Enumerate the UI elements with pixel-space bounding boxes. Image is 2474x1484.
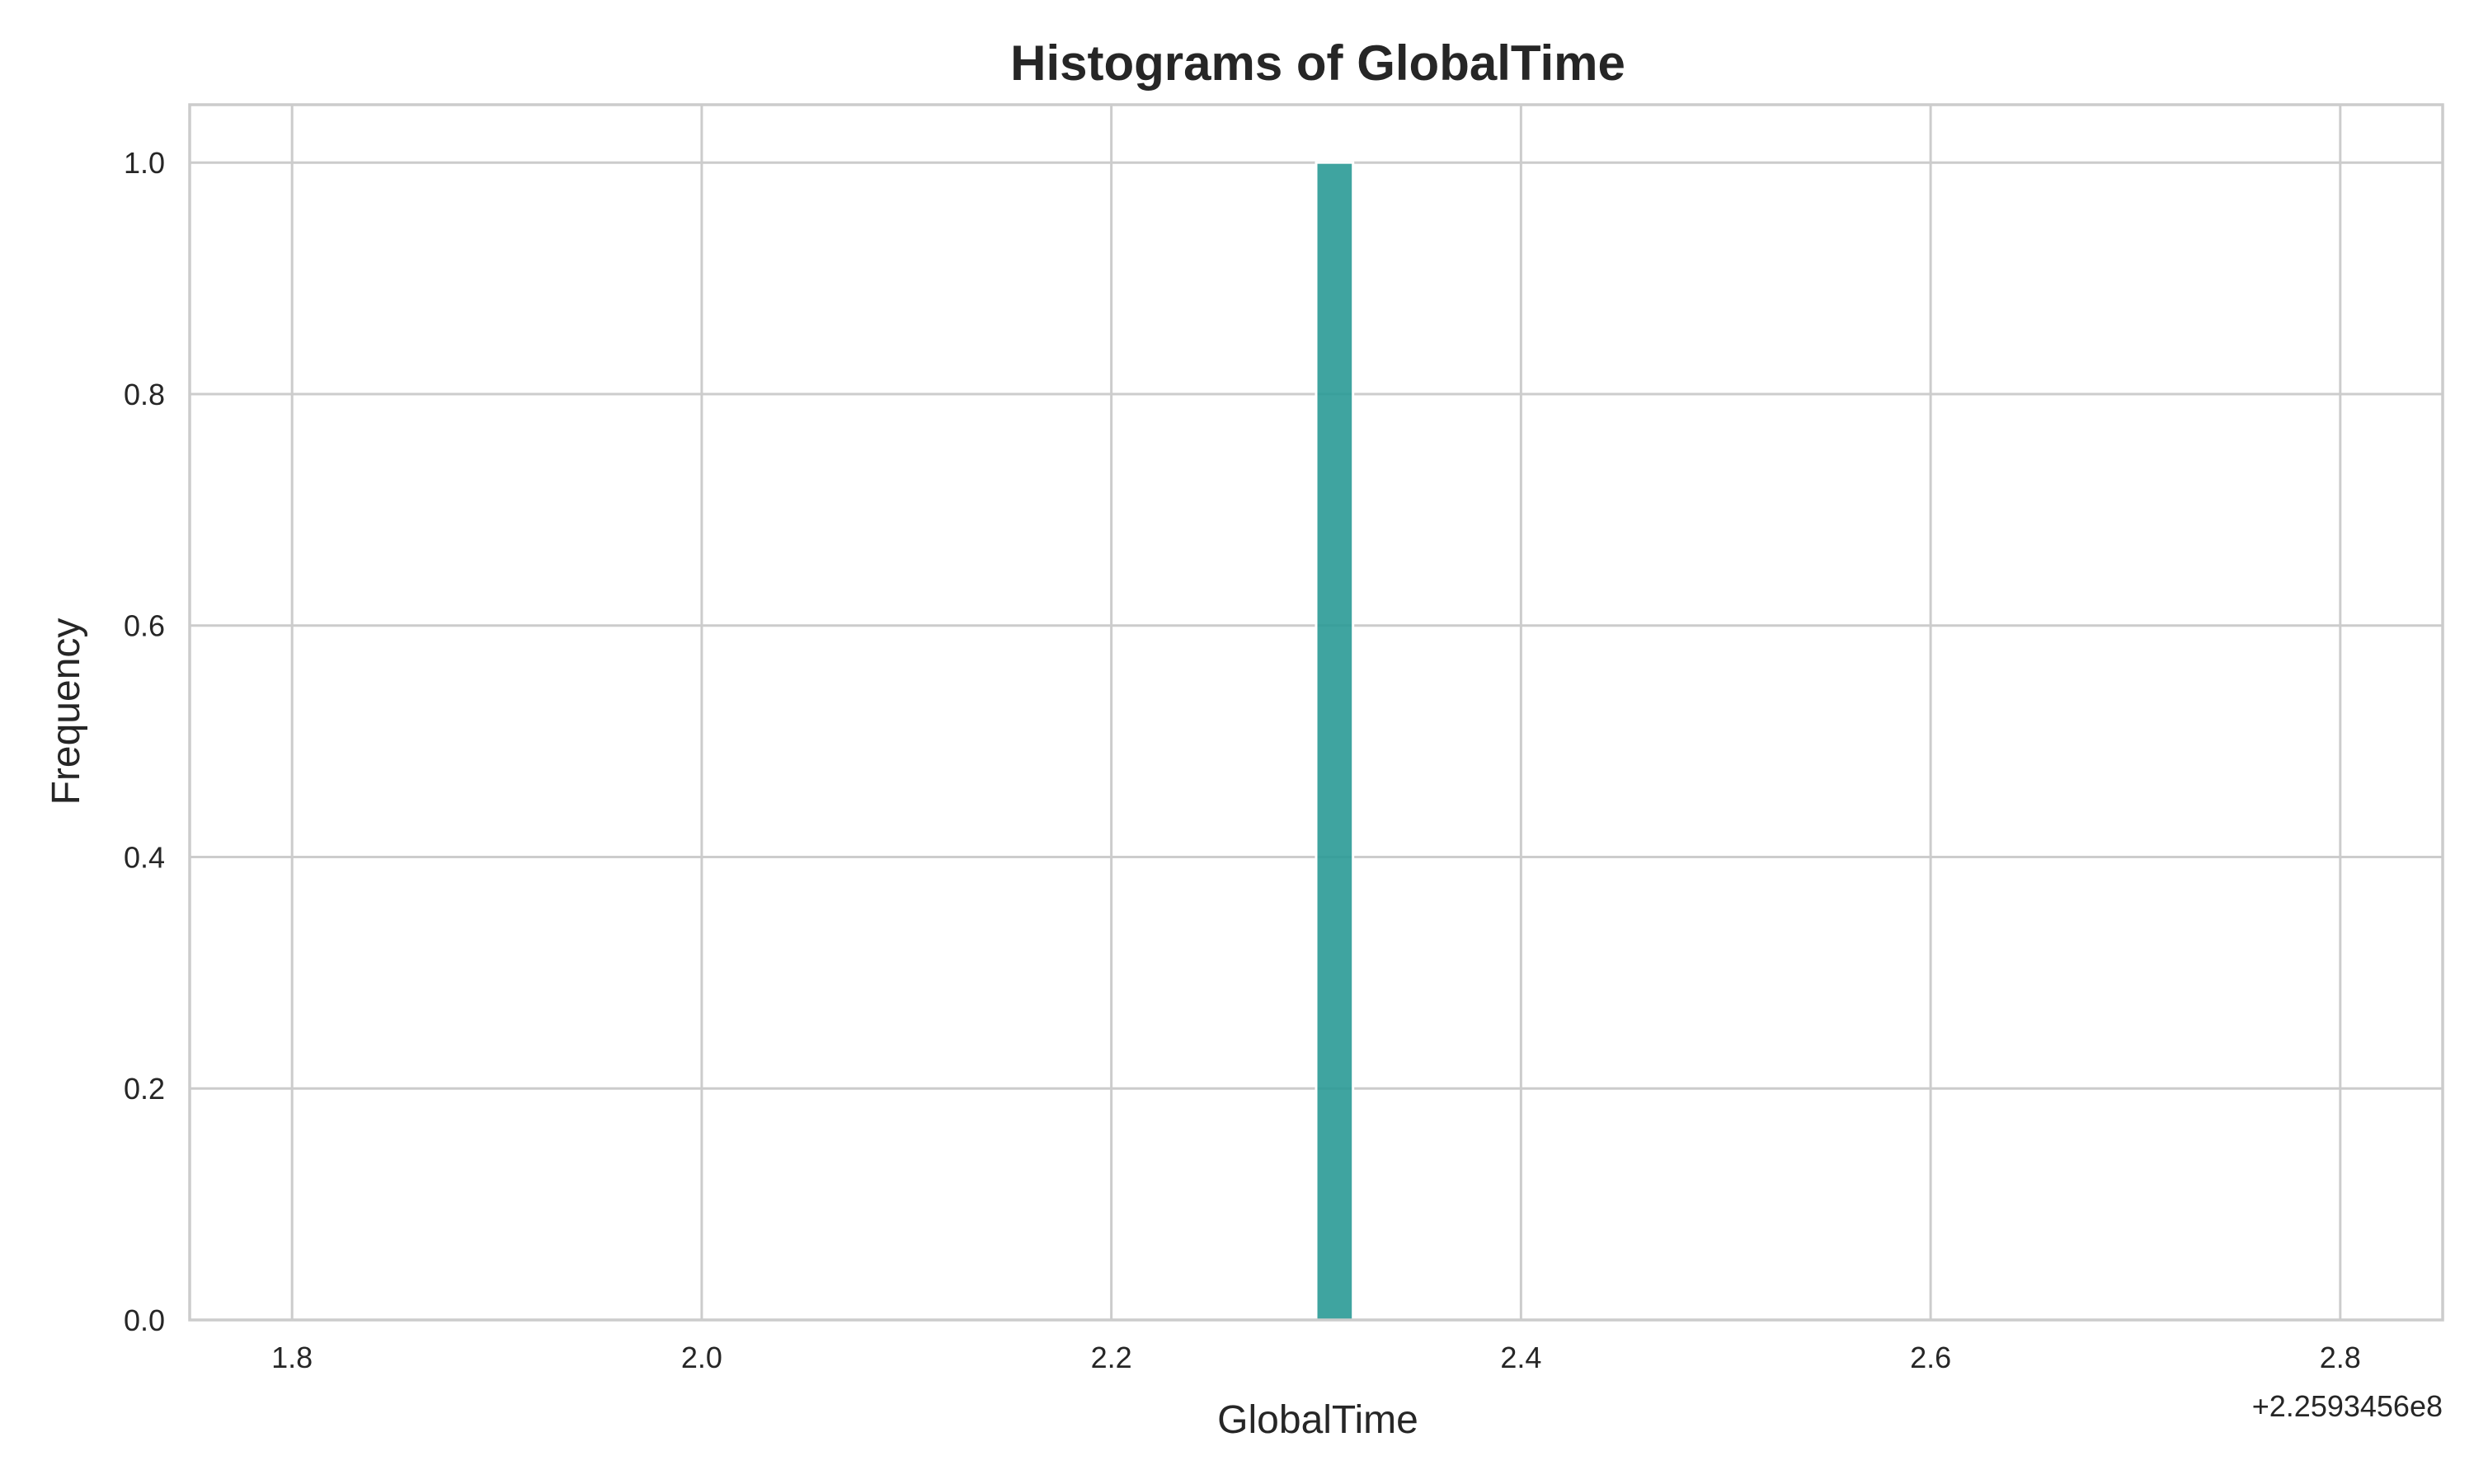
x-tick-label: 1.8 (271, 1341, 313, 1374)
histogram-bars (1315, 161, 1355, 1322)
x-tick-labels: 1.8 2.0 2.2 2.4 2.6 2.8 (271, 1341, 2361, 1374)
chart-title: Histograms of GlobalTime (1010, 35, 1625, 91)
x-tick-label: 2.6 (1910, 1341, 1951, 1374)
x-axis-label: GlobalTime (1217, 1398, 1418, 1442)
y-axis-label: Frequency (45, 618, 88, 805)
histogram-bar (1315, 161, 1355, 1322)
x-axis-offset-label: +2.2593456e8 (2252, 1389, 2443, 1423)
y-tick-label: 0.0 (124, 1303, 165, 1337)
y-tick-label: 0.4 (124, 840, 165, 874)
x-tick-label: 2.0 (681, 1341, 722, 1374)
y-tick-labels: 0.0 0.2 0.4 0.6 0.8 1.0 (124, 146, 165, 1337)
y-tick-label: 1.0 (124, 146, 165, 180)
y-tick-label: 0.8 (124, 378, 165, 411)
x-tick-label: 2.2 (1091, 1341, 1132, 1374)
x-grid-lines (290, 105, 2342, 1320)
y-tick-label: 0.2 (124, 1072, 165, 1106)
x-tick-label: 2.8 (2320, 1341, 2361, 1374)
axes-frame (188, 103, 2444, 1322)
y-tick-label: 0.6 (124, 609, 165, 643)
x-tick-label: 2.4 (1500, 1341, 1541, 1374)
